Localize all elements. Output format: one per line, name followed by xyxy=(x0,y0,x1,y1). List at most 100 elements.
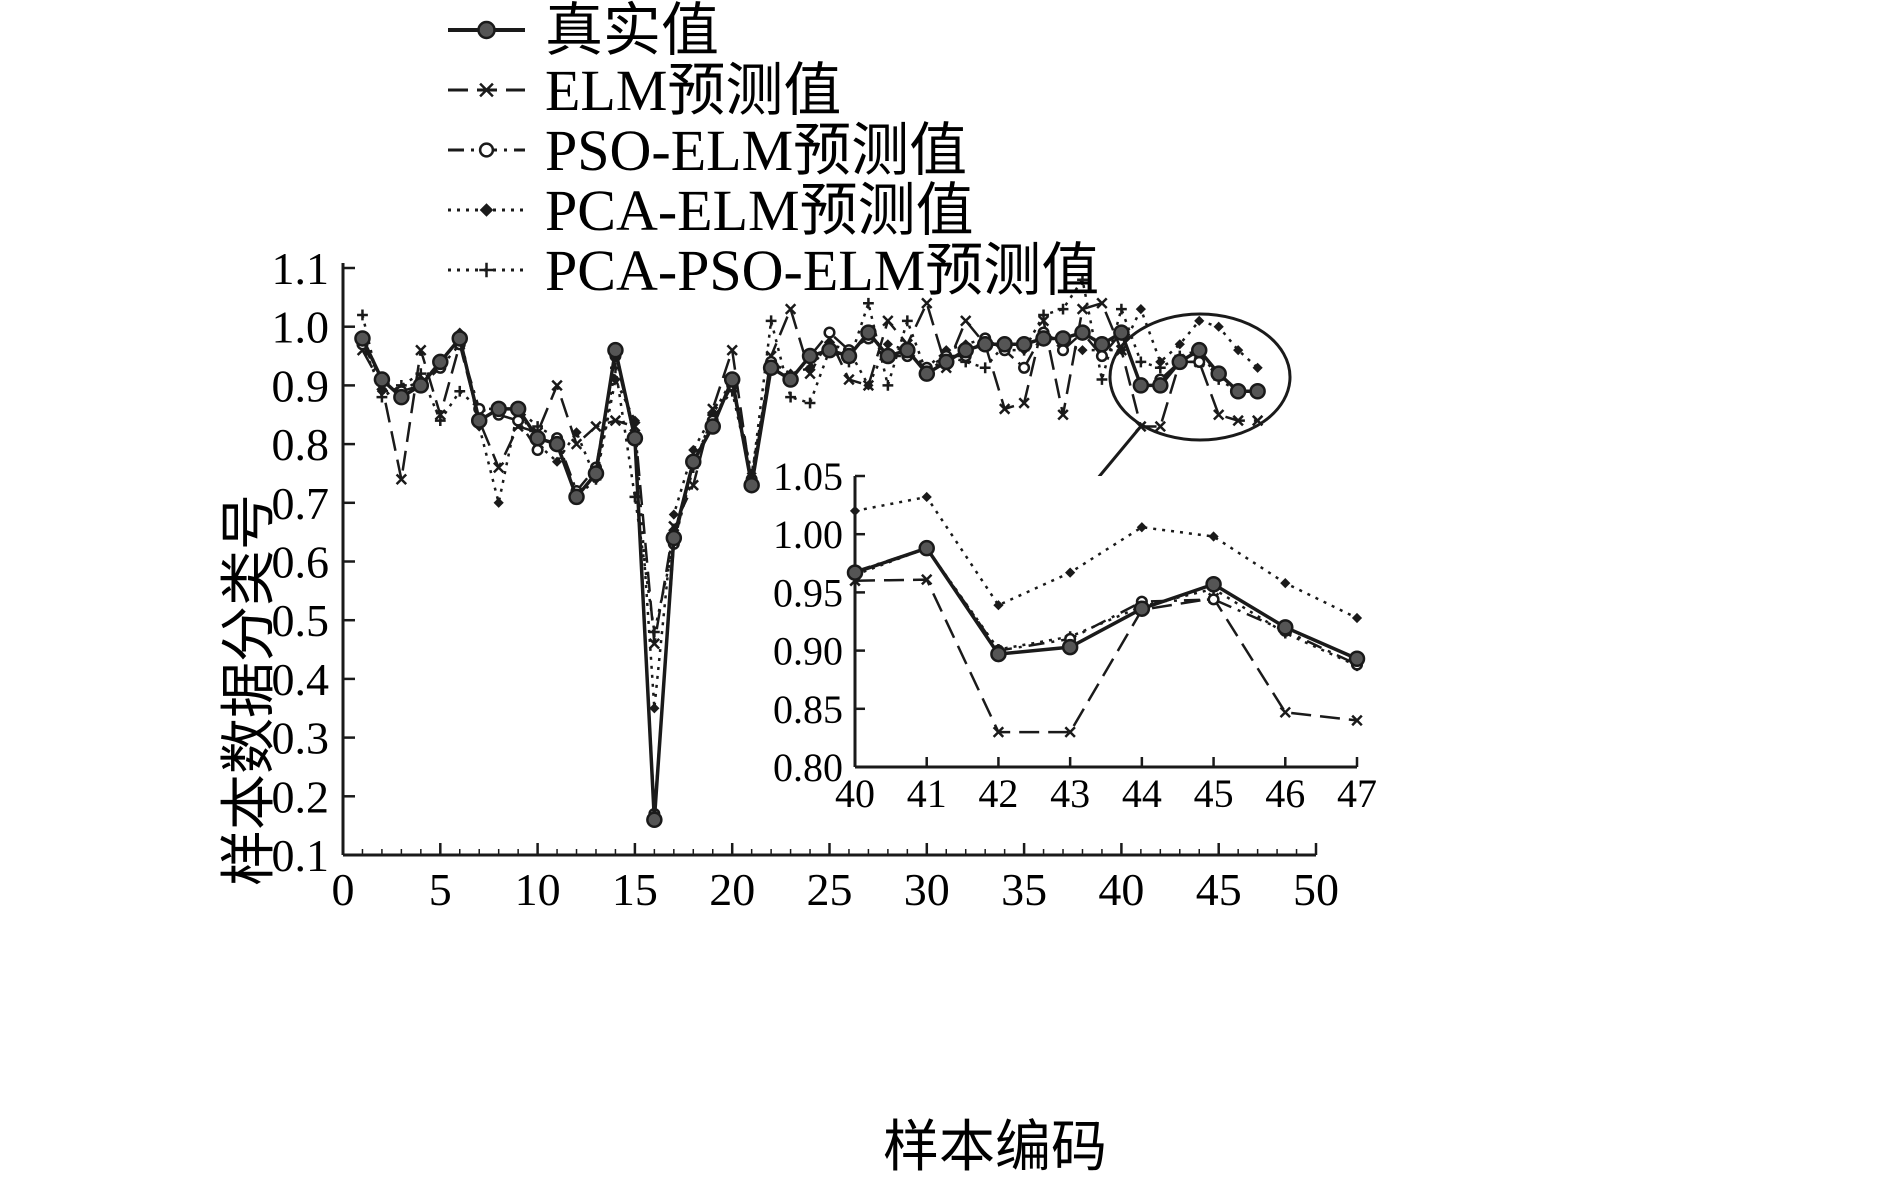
data-point xyxy=(1249,383,1266,400)
data-point xyxy=(688,444,699,456)
x-tick-label: 20 xyxy=(709,864,755,915)
data-point xyxy=(665,529,683,547)
data-point xyxy=(454,385,466,397)
data-point xyxy=(785,391,796,403)
data-point xyxy=(765,315,777,327)
inset-y-tick-label: 1.05 xyxy=(773,454,843,499)
data-point xyxy=(921,297,933,309)
inset-x-tick-label: 41 xyxy=(907,771,947,816)
data-point xyxy=(649,703,660,714)
inset-data-point xyxy=(1280,577,1291,589)
inset-data-point xyxy=(1133,600,1151,617)
legend-label: PCA-PSO-ELM预测值 xyxy=(545,238,1099,303)
y-tick-label: 0.7 xyxy=(272,478,330,529)
inset-series-line xyxy=(854,578,1358,734)
data-point xyxy=(1057,409,1069,421)
legend-label: 真实值 xyxy=(545,0,719,63)
inset-series-line xyxy=(854,495,1358,620)
data-point xyxy=(707,403,719,415)
inset-plot: 0.80 0.85 0.90 0.95 1.00 1.05 40 41 42 43 44 45 46 47 xyxy=(773,454,1377,816)
data-point xyxy=(862,379,875,392)
data-point xyxy=(354,330,371,347)
data-point xyxy=(976,336,994,353)
data-point xyxy=(357,309,368,321)
data-point xyxy=(1096,374,1108,385)
inset-data-point xyxy=(1351,612,1363,624)
data-point xyxy=(415,344,427,356)
x-tick-label: 50 xyxy=(1293,864,1339,915)
data-point xyxy=(901,315,913,327)
inset-y-tick-label: 0.90 xyxy=(773,629,843,674)
data-point xyxy=(784,303,797,315)
data-point xyxy=(1213,409,1225,421)
data-point xyxy=(512,414,525,427)
data-point xyxy=(840,347,858,365)
data-point xyxy=(882,380,894,391)
data-point xyxy=(860,324,877,341)
legend-marker xyxy=(479,262,494,278)
inset-data-point xyxy=(1279,706,1291,718)
data-point xyxy=(646,811,663,829)
x-tick-label: 0 xyxy=(332,864,355,915)
inset-data-point xyxy=(993,600,1004,611)
inset-y-tick-label: 0.80 xyxy=(773,745,843,790)
data-point xyxy=(1054,330,1072,347)
legend-marker xyxy=(479,203,494,217)
data-point xyxy=(1155,356,1166,368)
inset-data-point xyxy=(1348,650,1366,667)
data-point xyxy=(685,453,702,470)
data-point xyxy=(762,359,780,377)
y-tick-label: 0.3 xyxy=(272,713,330,764)
inset-data-point xyxy=(1205,576,1222,593)
data-point xyxy=(509,400,527,418)
data-point xyxy=(1093,336,1111,353)
inset-data-point xyxy=(918,539,935,557)
x-tick-label: 25 xyxy=(807,864,853,915)
inset-data-point xyxy=(1065,567,1076,578)
data-point xyxy=(704,418,721,435)
inset-data-point xyxy=(846,564,864,581)
inset-x-tick-label: 47 xyxy=(1337,771,1377,816)
data-point xyxy=(648,637,661,650)
legend-label: PSO-ELM预测值 xyxy=(545,118,967,183)
inset-data-point xyxy=(849,505,861,517)
data-point xyxy=(470,412,488,429)
inset-data-point xyxy=(990,645,1007,663)
y-tick-label: 0.9 xyxy=(272,360,330,411)
inset-data-point xyxy=(1064,726,1076,738)
inset-data-point xyxy=(1208,531,1219,542)
data-point xyxy=(1152,377,1169,394)
x-tick-label: 40 xyxy=(1098,864,1144,915)
data-point xyxy=(393,388,410,406)
data-point xyxy=(610,374,621,385)
y-axis-title: 样本数据分类号 xyxy=(219,494,281,886)
data-point xyxy=(882,315,894,327)
x-tick-label: 45 xyxy=(1196,864,1242,915)
data-point xyxy=(1213,321,1224,332)
data-point xyxy=(918,365,936,382)
data-point xyxy=(938,353,955,371)
data-point xyxy=(434,409,446,421)
data-point xyxy=(1210,365,1227,382)
inset-data-point xyxy=(1277,619,1294,636)
data-point xyxy=(804,367,816,380)
y-tick-label: 0.4 xyxy=(272,654,330,705)
data-point xyxy=(529,429,546,447)
inset-data-point xyxy=(1207,593,1220,606)
data-point xyxy=(726,344,738,356)
data-point xyxy=(823,326,836,339)
x-tick-label: 35 xyxy=(1001,864,1047,915)
data-point xyxy=(979,362,991,374)
data-point xyxy=(531,443,544,457)
y-tick-label: 0.2 xyxy=(272,771,330,822)
data-point xyxy=(395,473,408,486)
data-point xyxy=(373,371,391,388)
data-point xyxy=(590,420,602,433)
inset-data-point xyxy=(921,491,932,503)
data-point xyxy=(1056,344,1070,357)
x-tick-label: 5 xyxy=(429,864,452,915)
data-point xyxy=(1113,324,1130,341)
y-tick-label: 0.6 xyxy=(272,537,330,588)
data-point xyxy=(899,341,916,359)
